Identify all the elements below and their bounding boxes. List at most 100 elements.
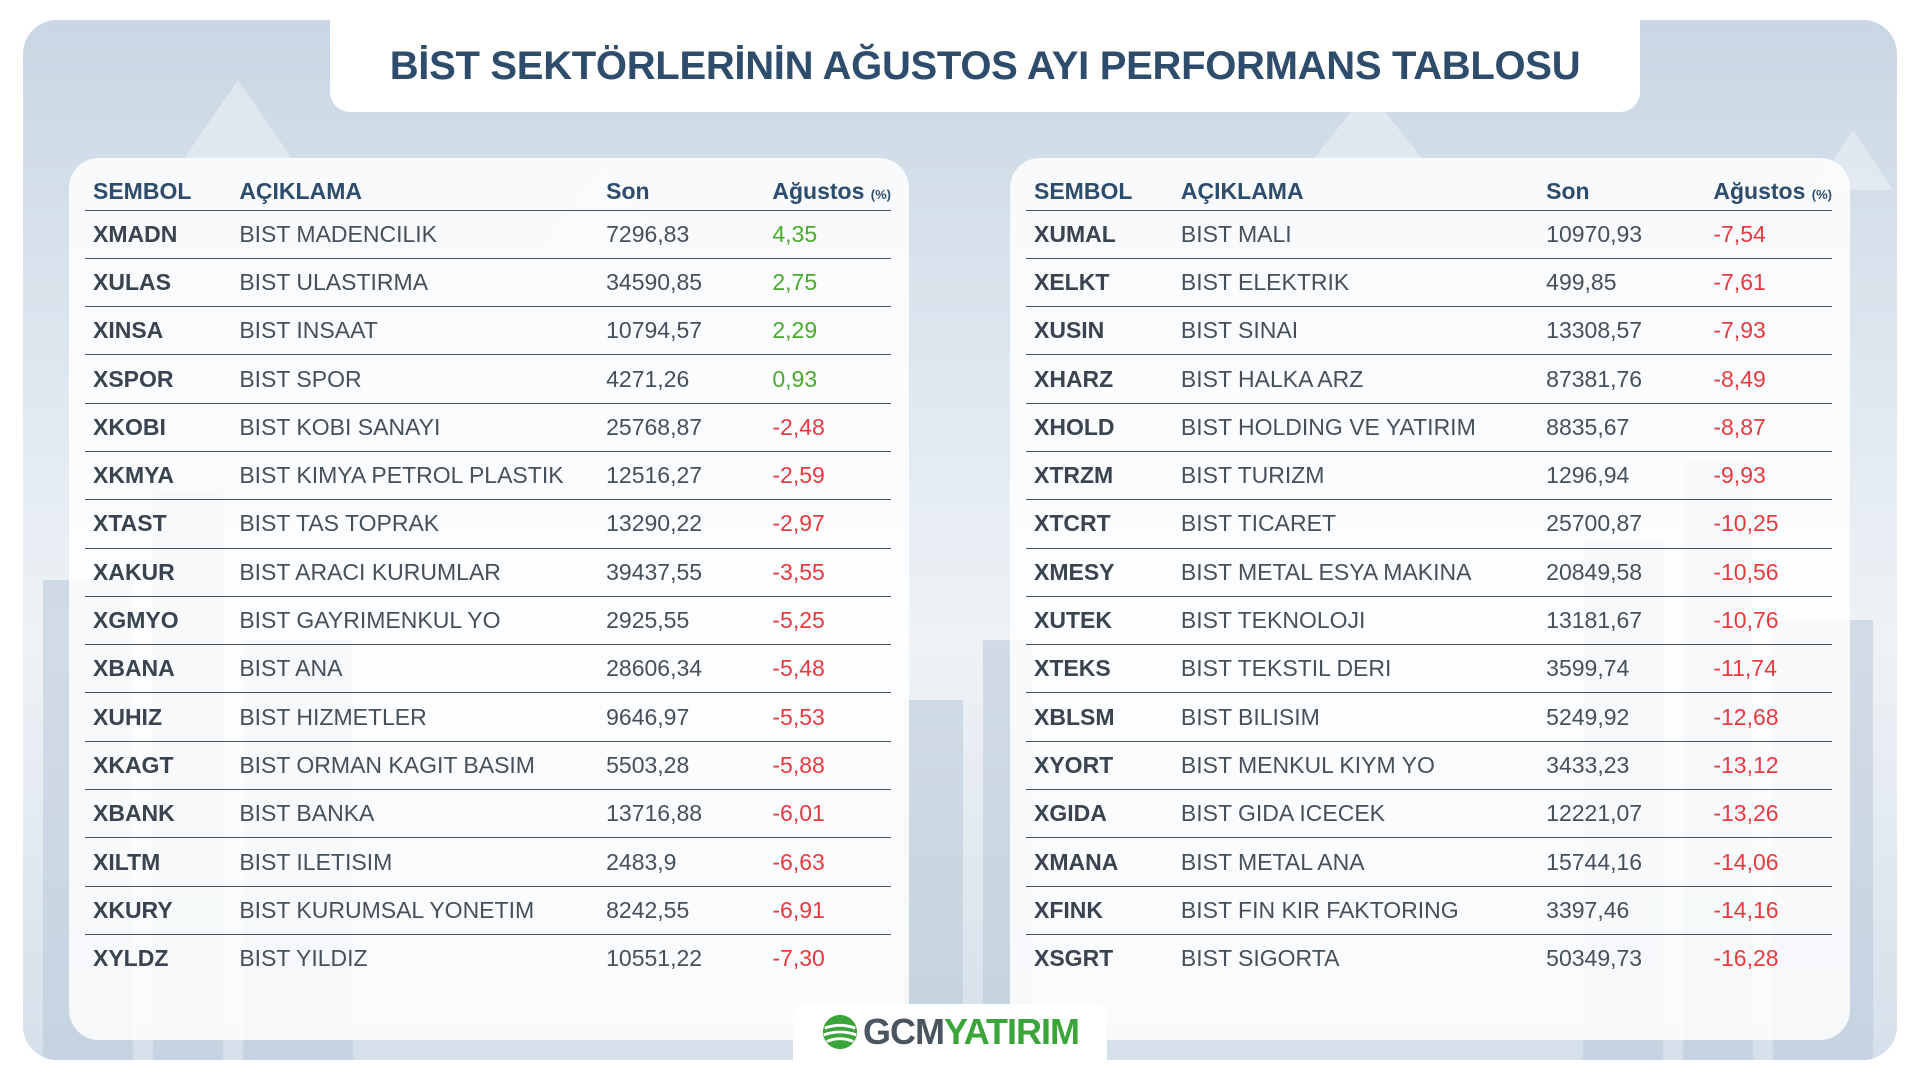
- description-cell: BIST HALKA ARZ: [1172, 354, 1539, 404]
- header-change-label: Ağustos: [1713, 178, 1806, 205]
- last-value-cell: 87381,76: [1538, 354, 1706, 404]
- symbol-cell: XUSIN: [1026, 306, 1173, 356]
- right-table-panel: SEMBOL AÇIKLAMA Son Ağustos (%) XUMAL BIS…: [1010, 158, 1850, 1040]
- last-value-cell: 8835,67: [1538, 403, 1706, 452]
- symbol-cell: XELKT: [1026, 258, 1173, 308]
- change-cell: -2,59: [764, 451, 891, 501]
- table-row: XHARZ BIST HALKA ARZ 87381,76 -8,49: [1026, 354, 1832, 404]
- change-cell: -7,61: [1705, 258, 1832, 308]
- description-cell: BIST SIGORTA: [1180, 945, 1340, 972]
- table-row: XTAST BIST TAS TOPRAK 13290,22 -2,97: [85, 499, 891, 549]
- description-cell: BIST MENKUL KIYM YO: [1172, 741, 1539, 791]
- table-row: XSGRT BIST SIGORTA 50349,73 -16,28: [1026, 934, 1832, 982]
- last-value-cell: 12516,27: [598, 451, 765, 501]
- last-value-cell: 2483,9: [598, 837, 765, 887]
- symbol-cell: XKAGT: [85, 741, 232, 791]
- table-row: XTEKS BIST TEKSTIL DERI 3599,74 -11,74: [1026, 644, 1832, 694]
- symbol-cell: XYORT: [1026, 741, 1173, 791]
- symbol-cell: XBANA: [85, 644, 232, 694]
- change-cell: -14,06: [1705, 837, 1832, 887]
- last-value-cell: 13290,22: [598, 499, 765, 549]
- symbol-cell: XBLSM: [1026, 692, 1173, 742]
- description-cell: BIST FIN KIR FAKTORING: [1172, 886, 1539, 935]
- symbol-cell: XYLDZ: [93, 945, 169, 972]
- table-row: XUHIZ BIST HIZMETLER 9646,97 -5,53: [85, 692, 891, 742]
- globe-logo-icon: [822, 1014, 858, 1050]
- last-value-cell: 13308,57: [1538, 306, 1706, 356]
- table-header-row: SEMBOL AÇIKLAMA Son Ağustos (%): [85, 158, 891, 211]
- symbol-cell: XSGRT: [1034, 945, 1114, 972]
- header-description: AÇIKLAMA: [231, 158, 599, 211]
- last-value-cell: 10970,93: [1538, 210, 1706, 259]
- symbol-cell: XAKUR: [85, 548, 232, 597]
- description-cell: BIST MADENCILIK: [231, 210, 599, 259]
- symbol-cell: XBANK: [85, 789, 232, 839]
- description-cell: BIST METAL ANA: [1172, 837, 1539, 887]
- last-value-cell: 34590,85: [598, 258, 765, 308]
- description-cell: BIST YILDIZ: [239, 945, 368, 972]
- table-row: XGIDA BIST GIDA ICECEK 12221,07 -13,26: [1026, 789, 1832, 839]
- page-title: BİST SEKTÖRLERİNİN AĞUSTOS AYI PERFORMAN…: [389, 43, 1581, 88]
- symbol-cell: XUTEK: [1026, 596, 1173, 646]
- logo-text-gcm: GCM: [862, 1011, 945, 1052]
- description-cell: BIST TAS TOPRAK: [231, 499, 599, 549]
- symbol-cell: XKMYA: [85, 451, 232, 501]
- table-row: XAKUR BIST ARACI KURUMLAR 39437,55 -3,55: [85, 548, 891, 597]
- last-value-cell: 10794,57: [598, 306, 765, 356]
- symbol-cell: XTEKS: [1026, 644, 1173, 694]
- table-row: XHOLD BIST HOLDING VE YATIRIM 8835,67 -8,87: [1026, 403, 1832, 452]
- symbol-cell: XUHIZ: [85, 692, 232, 742]
- last-value-cell: 3599,74: [1538, 644, 1706, 694]
- description-cell: BIST KOBI SANAYI: [231, 403, 599, 452]
- table-row: XTRZM BIST TURIZM 1296,94 -9,93: [1026, 451, 1832, 501]
- description-cell: BIST TURIZM: [1172, 451, 1539, 501]
- table-row: XINSA BIST INSAAT 10794,57 2,29: [85, 306, 891, 356]
- change-cell: -10,56: [1705, 548, 1832, 597]
- last-value-cell: 12221,07: [1538, 789, 1706, 839]
- last-value-cell: 50349,73: [1546, 945, 1643, 972]
- change-cell: 2,29: [764, 306, 891, 356]
- symbol-cell: XTRZM: [1026, 451, 1173, 501]
- last-value-cell: 5249,92: [1538, 692, 1706, 742]
- last-value-cell: 2925,55: [598, 596, 765, 646]
- header-description: AÇIKLAMA: [1172, 158, 1539, 211]
- description-cell: BIST GAYRIMENKUL YO: [231, 596, 599, 646]
- description-cell: BIST GIDA ICECEK: [1172, 789, 1539, 839]
- symbol-cell: XTCRT: [1026, 499, 1173, 549]
- change-cell: -7,30: [772, 945, 825, 972]
- table-row: XKURY BIST KURUMSAL YONETIM 8242,55 -6,91: [85, 886, 891, 935]
- right-table-body: XUMAL BIST MALI 10970,93 -7,54 XELKT BIST ELE…: [1026, 210, 1832, 983]
- header-change-label: Ağustos: [772, 178, 865, 205]
- background-frame: BİST SEKTÖRLERİNİN AĞUSTOS AYI PERFORMAN…: [23, 20, 1897, 1060]
- gcm-yatirim-logo: GCMYATIRIM: [793, 1004, 1107, 1060]
- table-row: XSPOR BIST SPOR 4271,26 0,93: [85, 354, 891, 404]
- change-cell: 0,93: [764, 354, 891, 404]
- change-cell: -6,63: [764, 837, 891, 887]
- table-row: XMESY BIST METAL ESYA MAKINA 20849,58 -10,5…: [1026, 548, 1832, 597]
- header-symbol: SEMBOL: [1026, 158, 1173, 211]
- description-cell: BIST HOLDING VE YATIRIM: [1172, 403, 1539, 452]
- change-cell: -13,26: [1705, 789, 1832, 839]
- change-cell: -2,48: [764, 403, 891, 452]
- symbol-cell: XHOLD: [1026, 403, 1173, 452]
- description-cell: BIST ARACI KURUMLAR: [231, 548, 599, 597]
- change-cell: -5,25: [764, 596, 891, 646]
- last-value-cell: 25700,87: [1538, 499, 1706, 549]
- title-banner: BİST SEKTÖRLERİNİN AĞUSTOS AYI PERFORMAN…: [330, 20, 1640, 112]
- last-value-cell: 5503,28: [598, 741, 765, 791]
- last-value-cell: 28606,34: [598, 644, 765, 694]
- header-change-unit: (%): [870, 187, 891, 203]
- description-cell: BIST TEKSTIL DERI: [1172, 644, 1539, 694]
- table-row: XYLDZ BIST YILDIZ 10551,22 -7,30: [85, 934, 891, 982]
- last-value-cell: 7296,83: [598, 210, 765, 259]
- last-value-cell: 15744,16: [1538, 837, 1706, 887]
- description-cell: BIST TICARET: [1172, 499, 1539, 549]
- table-row: XULAS BIST ULASTIRMA 34590,85 2,75: [85, 258, 891, 308]
- change-cell: -6,91: [764, 886, 891, 935]
- last-value-cell: 13181,67: [1538, 596, 1706, 646]
- symbol-cell: XILTM: [85, 837, 232, 887]
- last-value-cell: 25768,87: [598, 403, 765, 452]
- change-cell: -8,87: [1705, 403, 1832, 452]
- change-cell: -2,97: [764, 499, 891, 549]
- description-cell: BIST KURUMSAL YONETIM: [231, 886, 599, 935]
